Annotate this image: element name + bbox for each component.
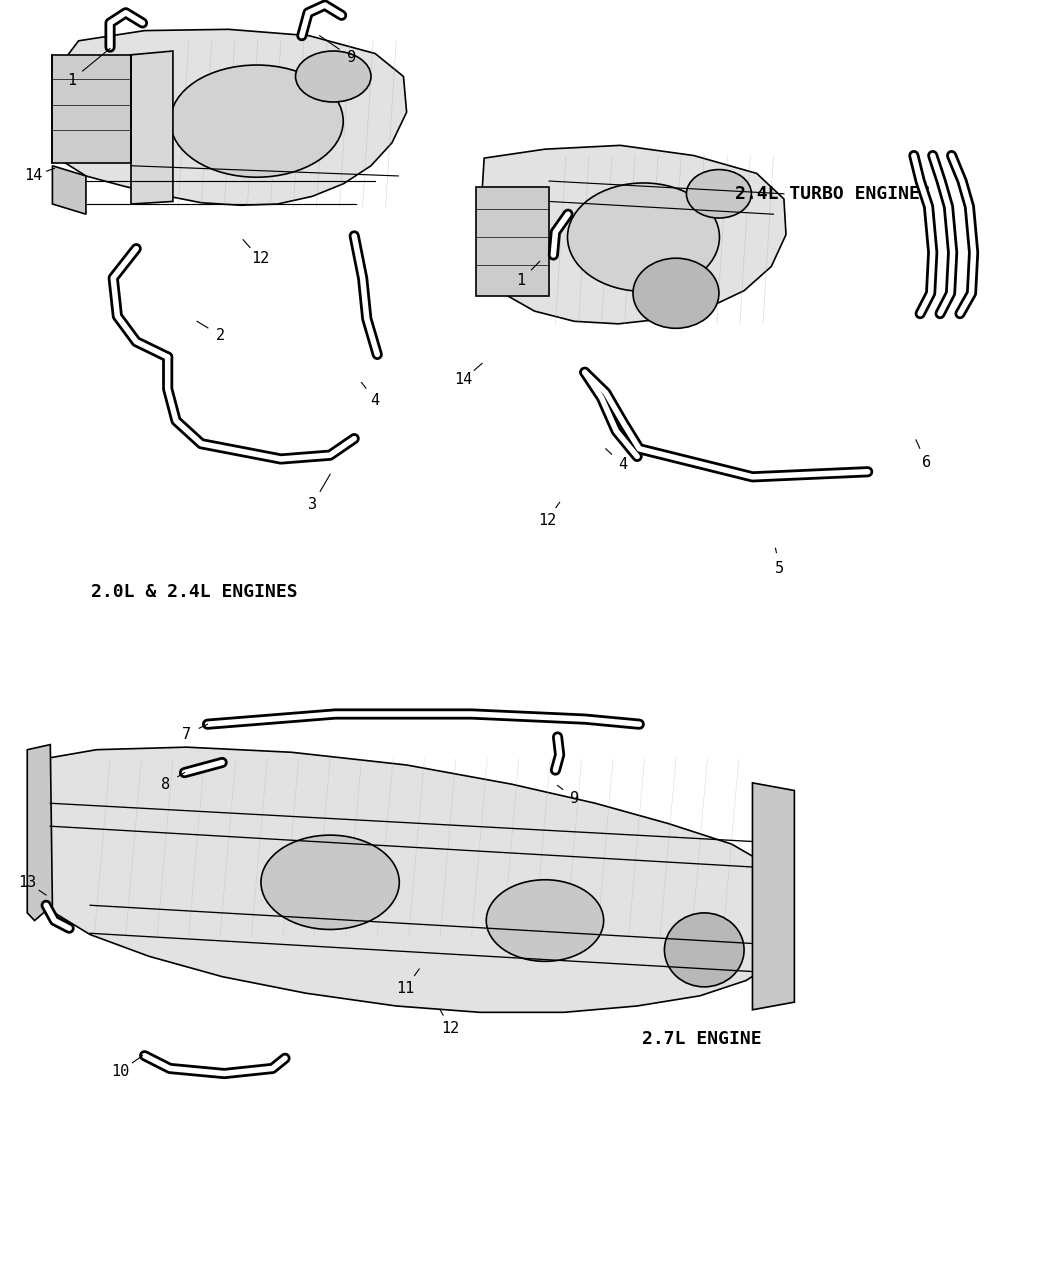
Polygon shape bbox=[52, 29, 407, 205]
Polygon shape bbox=[52, 166, 86, 214]
Polygon shape bbox=[131, 51, 173, 204]
Ellipse shape bbox=[296, 51, 371, 102]
Text: 12: 12 bbox=[441, 1021, 460, 1037]
Text: 14: 14 bbox=[24, 168, 43, 184]
Text: 12: 12 bbox=[250, 251, 269, 266]
Text: 2.7L ENGINE: 2.7L ENGINE bbox=[642, 1030, 762, 1048]
Ellipse shape bbox=[261, 835, 399, 929]
Ellipse shape bbox=[568, 184, 719, 292]
Text: 7: 7 bbox=[182, 727, 191, 742]
Text: 4: 4 bbox=[371, 393, 379, 408]
Text: 13: 13 bbox=[18, 875, 37, 890]
Text: 8: 8 bbox=[161, 776, 170, 792]
Bar bbox=[52, 55, 131, 163]
Text: 9: 9 bbox=[347, 50, 355, 65]
Polygon shape bbox=[27, 745, 52, 921]
Polygon shape bbox=[29, 747, 790, 1012]
Text: 11: 11 bbox=[396, 980, 415, 996]
Text: 14: 14 bbox=[454, 372, 473, 388]
Text: 3: 3 bbox=[308, 497, 316, 513]
Ellipse shape bbox=[664, 913, 744, 987]
Ellipse shape bbox=[486, 880, 604, 961]
Text: 2: 2 bbox=[216, 328, 224, 343]
Text: 6: 6 bbox=[922, 455, 931, 470]
Ellipse shape bbox=[170, 65, 344, 177]
Text: 2.0L & 2.4L ENGINES: 2.0L & 2.4L ENGINES bbox=[90, 583, 298, 601]
Text: 9: 9 bbox=[570, 790, 578, 806]
Bar bbox=[476, 187, 549, 296]
Polygon shape bbox=[478, 145, 786, 324]
Text: 1: 1 bbox=[67, 73, 75, 88]
Text: 5: 5 bbox=[776, 561, 784, 576]
Text: 10: 10 bbox=[111, 1063, 130, 1079]
Text: 12: 12 bbox=[538, 513, 556, 528]
Text: 2.4L TURBO ENGINES: 2.4L TURBO ENGINES bbox=[736, 185, 931, 203]
Ellipse shape bbox=[633, 258, 719, 329]
Text: 1: 1 bbox=[517, 273, 525, 288]
Text: 4: 4 bbox=[618, 456, 627, 472]
Ellipse shape bbox=[686, 170, 751, 218]
Polygon shape bbox=[752, 783, 794, 1010]
